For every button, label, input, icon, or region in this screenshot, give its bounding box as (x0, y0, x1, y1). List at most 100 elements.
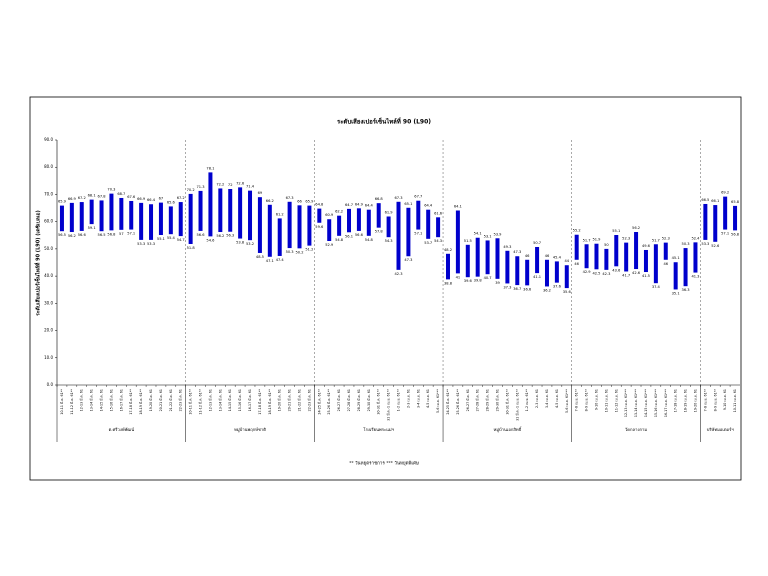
x-tick-label: 2-3 เม.ย. 61 (406, 389, 410, 408)
value-label: 53.3 (137, 242, 145, 246)
value-label: 54.1 (474, 232, 482, 236)
value-label: 50.3 (682, 242, 690, 246)
y-tick-label: 90.0 (44, 137, 53, 142)
range-bar (584, 244, 589, 269)
x-tick-label: 14-15 มี.ค. 61 (99, 389, 104, 411)
value-label: 66.2 (266, 199, 274, 203)
value-label: 64.8 (315, 203, 324, 207)
value-label: 70.3 (107, 188, 115, 192)
value-label: 65.1 (404, 202, 412, 206)
range-bar (69, 202, 74, 233)
value-label: 53.3 (701, 242, 709, 246)
value-label: 64.9 (355, 202, 364, 206)
value-label: 60.9 (325, 213, 334, 217)
range-bar (356, 208, 361, 231)
value-label: 39 (495, 281, 500, 285)
range-bar (79, 202, 84, 231)
x-tick-label: 27-28 มี.ค. 61 (346, 389, 351, 411)
value-label: 67.7 (414, 195, 422, 199)
value-label: 70.2 (187, 188, 195, 192)
range-bar (287, 201, 292, 249)
x-tick-label: 11-12 เม.ย. 61 (614, 389, 618, 412)
range-bar (158, 202, 163, 236)
value-label: 53.3 (147, 242, 155, 246)
range-bar (178, 202, 183, 237)
value-label: 56.2 (632, 226, 640, 230)
value-label: 64.4 (365, 204, 374, 208)
value-label: 36.3 (682, 288, 690, 292)
x-tick-label: 30-31 มี.ค. 61** (376, 389, 381, 415)
value-label: 65.9 (305, 200, 314, 204)
range-bar (475, 237, 480, 277)
x-tick-label: 17-18 มี.ค. 61** (257, 389, 262, 415)
value-label: 57.8 (375, 230, 384, 234)
value-label: 55.1 (612, 229, 620, 233)
value-label: 57 (119, 232, 124, 236)
value-label: 56.5 (98, 233, 106, 237)
range-bar (624, 242, 629, 272)
x-tick-label: 26-27 มี.ค. 61 (465, 389, 470, 411)
x-tick-label: 15-16 เม.ย. 61*** (654, 389, 658, 417)
value-label: 42.9 (583, 270, 592, 274)
value-label: 57.1 (414, 232, 422, 236)
x-tick-label: 7-8 เม.ย. 61** (575, 389, 579, 412)
x-tick-label: 27-28 มี.ค. 61 (475, 389, 480, 411)
value-label: 68.1 (88, 194, 96, 198)
y-tick-label: 70.0 (44, 191, 53, 196)
x-tick-label: 10-11 มี.ค. 61** (59, 389, 64, 415)
value-label: 54.8 (365, 238, 374, 242)
value-label: 47.3 (404, 258, 412, 262)
value-label: 56.6 (78, 233, 87, 237)
value-label: 42.6 (632, 271, 641, 275)
range-bar (733, 205, 738, 231)
range-bar (455, 210, 460, 274)
value-label: 37.6 (553, 285, 562, 289)
range-bar (604, 248, 609, 270)
x-tick-label: 11-12 มี.ค. 61** (69, 389, 74, 415)
x-tick-label: 17-18 มี.ค. 61** (128, 389, 133, 415)
value-label: 41.5 (642, 274, 650, 278)
range-bar (643, 249, 648, 273)
value-label: 36.7 (513, 287, 521, 291)
value-label: 78.1 (206, 166, 214, 170)
value-label: 56.8 (731, 232, 740, 236)
range-bar (149, 204, 154, 240)
value-label: 52.3 (622, 237, 630, 241)
x-tick-label: 22-23 มี.ค. 61 (306, 389, 311, 411)
value-label: 42.5 (592, 271, 600, 275)
value-label: 56.2 (216, 234, 224, 238)
range-bar (703, 203, 708, 240)
range-bar (297, 205, 302, 249)
group-label: ต.ศรีวงษ์พัฒน์ (109, 427, 135, 432)
value-label: 54.7 (177, 238, 185, 242)
value-label: 45.4 (553, 255, 562, 259)
value-label: 67.3 (394, 196, 402, 200)
x-tick-label: 11-12 มี.ค. 61** (198, 389, 203, 415)
y-tick-label: 30.0 (44, 300, 53, 305)
range-bar (525, 259, 530, 286)
range-bar (228, 189, 233, 232)
value-label: 54.6 (206, 238, 215, 242)
value-label: 40.7 (484, 276, 492, 280)
value-label: 46 (545, 254, 550, 258)
value-label: 39.6 (464, 279, 473, 283)
x-tick-label: 10-11 เม.ย. 61 (604, 389, 608, 412)
range-bar (317, 208, 322, 223)
x-tick-label: 4-5 เม.ย. 61 (426, 389, 430, 408)
x-tick-label: 19-20 มี.ค. 61 (148, 389, 153, 411)
range-bar (168, 206, 173, 235)
x-tick-label: 28-29 มี.ค. 61 (485, 389, 490, 411)
x-tick-label: 13-14 เม.ย. 61*** (634, 389, 638, 417)
value-label: 56.1 (345, 234, 353, 238)
range-bar (139, 202, 144, 240)
range-bar (89, 199, 94, 225)
value-label: 56.6 (355, 233, 364, 237)
value-label: 56.5 (58, 233, 66, 237)
value-label: 35.1 (672, 291, 680, 295)
x-tick-label: 3-4 เม.ย. 61 (545, 389, 549, 408)
value-label: 41 (456, 275, 461, 279)
chart-title: ระดับเสียงเปอร์เซ็นไทล์ที่ 90 (L90) (337, 117, 431, 126)
value-label: 53.8 (236, 241, 245, 245)
footnote: ** วันหยุดราชการ *** วันหยุดพิเศษ (349, 461, 419, 467)
value-label: 51.9 (592, 238, 601, 242)
